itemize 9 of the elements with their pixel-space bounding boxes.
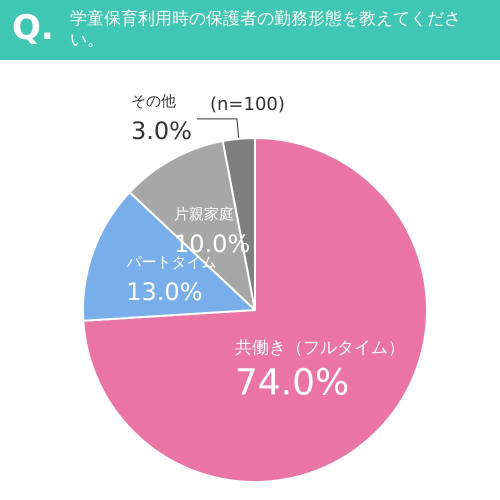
data-label: 74.0% <box>234 362 350 404</box>
data-label: 3.0% <box>130 116 192 145</box>
chart-title: 学童保育利用時の保護者の勤務形態を教えてください。 <box>70 9 462 51</box>
chart-subtitle: (n=100) <box>210 94 285 115</box>
data-label: 13.0% <box>126 278 203 306</box>
text: Q. <box>12 8 54 48</box>
slice-label: その他 <box>130 92 176 110</box>
slice-label: 片親家庭 <box>174 205 234 224</box>
slice-label: 共働き（フルタイム） <box>234 338 405 358</box>
